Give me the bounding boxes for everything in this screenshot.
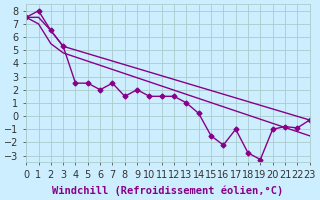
X-axis label: Windchill (Refroidissement éolien,°C): Windchill (Refroidissement éolien,°C) <box>52 185 284 196</box>
